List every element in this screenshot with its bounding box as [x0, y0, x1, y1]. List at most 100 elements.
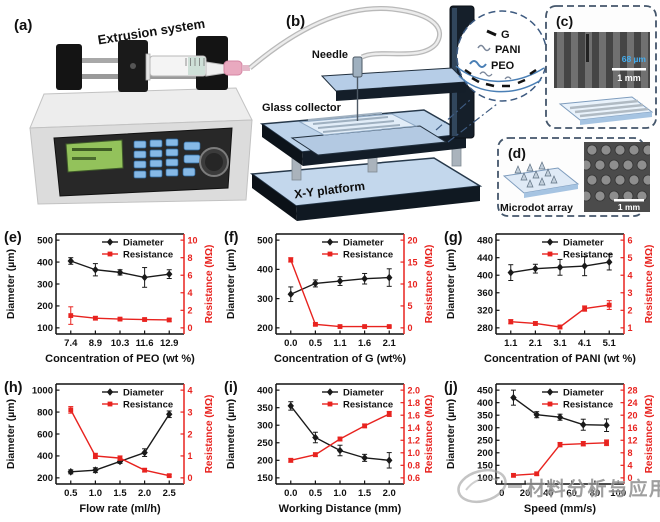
- right-axis-title: Resistance (MΩ): [424, 395, 435, 474]
- graphene-flakes: [464, 68, 537, 88]
- extrusion-system-label: Extrusion system: [97, 16, 206, 48]
- data-point-diamond: [67, 257, 74, 265]
- svg-text:0.8: 0.8: [408, 461, 421, 471]
- data-point-square: [166, 317, 172, 323]
- data-point-diamond: [556, 263, 564, 272]
- svg-text:1.0: 1.0: [333, 488, 346, 499]
- axes: 150 200 250 300 350 400 0.6 0.8 1.0 1.2 1.4 1.6 1.8 2…: [257, 385, 420, 499]
- axes: 200 400 600 800 1000 0 1 2 3 4 0.5 1.0 1.5 2.0 2.5: [32, 385, 193, 499]
- svg-text:0: 0: [628, 473, 633, 483]
- svg-text:28: 28: [628, 385, 638, 395]
- svg-text:Resistance: Resistance: [123, 250, 173, 261]
- data-point-diamond: [603, 421, 610, 430]
- data-point-diamond: [141, 273, 148, 282]
- svg-text:3: 3: [628, 288, 633, 298]
- chart-panel-j: (j)1001502002503003504004500481216202428…: [444, 380, 655, 515]
- svg-text:1.4: 1.4: [408, 423, 421, 433]
- svg-text:150: 150: [257, 473, 273, 484]
- data-point-diamond: [581, 262, 588, 270]
- svg-text:1.0: 1.0: [89, 488, 102, 499]
- svg-text:Resistance: Resistance: [563, 250, 613, 261]
- svg-text:400: 400: [477, 398, 493, 409]
- microdot-slide-illustration: [502, 161, 580, 198]
- slide-lines-illustration: [558, 96, 654, 125]
- svg-text:3.1: 3.1: [553, 338, 567, 349]
- data-point-square: [547, 401, 553, 407]
- panel-letter: (e): [4, 230, 22, 246]
- svg-text:15: 15: [408, 257, 418, 267]
- data-point-square: [508, 319, 514, 325]
- svg-text:Resistance: Resistance: [343, 400, 393, 411]
- top-illustration: (a) Extrusion system: [14, 5, 657, 221]
- data-point-square: [362, 423, 368, 429]
- data-point-diamond: [546, 238, 554, 246]
- svg-text:300: 300: [257, 421, 273, 432]
- data-point-diamond: [532, 264, 539, 273]
- data-point-square: [580, 441, 586, 447]
- svg-text:2.0: 2.0: [383, 488, 396, 499]
- svg-text:1.2: 1.2: [408, 436, 421, 446]
- axes: 280 320 360 400 440 480 1 2 3 4 5 6 1.1 2.1 3.1 4.1 5.1: [477, 235, 632, 349]
- svg-text:5: 5: [408, 301, 413, 311]
- luer-hub: [223, 60, 243, 76]
- svg-text:0: 0: [408, 323, 413, 333]
- svg-text:1000: 1000: [32, 385, 53, 396]
- svg-text:7.4: 7.4: [64, 338, 78, 349]
- data-point-square: [557, 324, 563, 330]
- svg-text:8.9: 8.9: [89, 338, 102, 349]
- pump-body: [29, 87, 253, 205]
- x-axis-title: Working Distance (mm): [279, 503, 402, 515]
- keypad: [133, 138, 201, 179]
- svg-text:440: 440: [477, 253, 493, 264]
- right-axis-title: Resistance (MΩ): [644, 395, 655, 474]
- data-point-diamond: [546, 388, 554, 396]
- series-diameter: [67, 410, 173, 476]
- gantry-arm: [320, 67, 468, 101]
- svg-text:0: 0: [188, 473, 193, 483]
- data-point-square: [107, 401, 113, 407]
- line-width-text: 68 µm: [622, 54, 647, 64]
- data-point-diamond: [166, 270, 173, 278]
- microdot-array-label: Microdot array: [500, 202, 573, 214]
- svg-text:320: 320: [477, 306, 493, 317]
- left-axis-title: Diameter (µm): [5, 249, 17, 319]
- svg-text:0.5: 0.5: [309, 488, 323, 499]
- chart-panel-i: (i)1502002503003504000.60.81.01.21.41.61…: [224, 380, 435, 515]
- chart-panel-g: (g) 280 320 360 400 440 480 1 2 3 4 5 6 1.1 2.1 3.1 4.1 5…: [444, 230, 655, 365]
- axes: 200 300 400 500 0 5 10 15 20 0.0 0.5 1.1 1.6 2.1: [257, 235, 417, 349]
- svg-text:0.6: 0.6: [408, 473, 421, 483]
- svg-text:3: 3: [188, 407, 193, 417]
- svg-text:60: 60: [566, 488, 577, 499]
- data-point-square: [604, 440, 609, 446]
- svg-text:300: 300: [257, 294, 273, 305]
- svg-text:Diameter: Diameter: [123, 388, 164, 399]
- svg-text:4: 4: [188, 288, 193, 298]
- svg-text:1.1: 1.1: [333, 338, 347, 349]
- svg-text:8: 8: [628, 448, 633, 458]
- svg-text:16: 16: [628, 423, 638, 433]
- svg-text:800: 800: [37, 407, 53, 418]
- data-point-square: [117, 316, 123, 322]
- svg-text:Resistance: Resistance: [343, 250, 393, 261]
- data-point-diamond: [326, 388, 334, 396]
- right-axis-title: Resistance (MΩ): [204, 245, 215, 324]
- data-point-diamond: [606, 258, 613, 266]
- data-point-diamond: [92, 265, 99, 274]
- svg-text:200: 200: [37, 473, 53, 484]
- panel-a-label: (a): [14, 17, 32, 34]
- svg-text:0.5: 0.5: [64, 488, 78, 499]
- svg-text:1.0: 1.0: [408, 448, 421, 458]
- svg-text:11.6: 11.6: [136, 338, 154, 349]
- data-point-square: [547, 251, 553, 257]
- series-resistance: [510, 439, 610, 478]
- svg-text:1.6: 1.6: [408, 411, 421, 421]
- data-point-diamond: [312, 279, 319, 288]
- data-point-diamond: [361, 454, 368, 462]
- right-axis-title: Resistance (MΩ): [424, 245, 435, 324]
- svg-text:6: 6: [188, 271, 193, 281]
- data-point-square: [582, 306, 588, 311]
- data-point-square: [142, 467, 148, 473]
- axes: 100 200 300 400 500 0 2 4 6 8 10 7.4 8.9 10.3 11.6 12.9: [37, 235, 197, 349]
